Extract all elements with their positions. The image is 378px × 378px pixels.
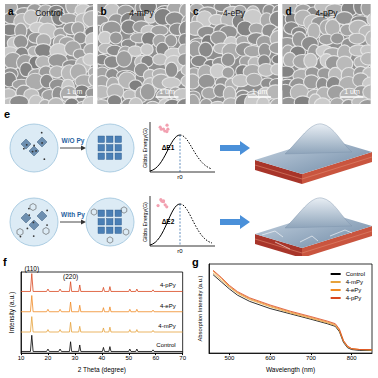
svg-text:(220): (220) bbox=[63, 273, 78, 281]
svg-text:20: 20 bbox=[45, 355, 52, 361]
svg-text:1 um: 1 um bbox=[252, 88, 268, 95]
svg-text:Gibbs Energy(G): Gibbs Energy(G) bbox=[142, 202, 148, 242]
svg-text:a: a bbox=[8, 6, 14, 17]
svg-text:30: 30 bbox=[72, 355, 79, 361]
svg-text:(110): (110) bbox=[24, 265, 39, 273]
svg-text:4-pPy: 4-pPy bbox=[346, 295, 362, 301]
svg-text:b: b bbox=[101, 6, 107, 17]
svg-text:2 Theta (degree): 2 Theta (degree) bbox=[78, 366, 126, 374]
svg-text:Absorption Intensity (a.u.): Absorption Intensity (a.u.) bbox=[197, 275, 203, 341]
svg-text:500: 500 bbox=[224, 355, 235, 361]
svg-text:With Py: With Py bbox=[61, 211, 85, 219]
svg-text:4-ePy: 4-ePy bbox=[346, 287, 362, 293]
svg-text:4-pPy: 4-pPy bbox=[160, 282, 176, 288]
svg-text:Gibbs Energy(G): Gibbs Energy(G) bbox=[142, 128, 148, 168]
svg-text:Intensity (a.u.): Intensity (a.u.) bbox=[8, 292, 16, 333]
svg-text:4-ePy: 4-ePy bbox=[160, 303, 176, 309]
svg-text:4-ePy: 4-ePy bbox=[223, 8, 246, 18]
svg-text:r0: r0 bbox=[177, 248, 183, 254]
svg-text:10: 10 bbox=[18, 355, 25, 361]
svg-text:1 um: 1 um bbox=[159, 88, 175, 95]
svg-text:1 um: 1 um bbox=[344, 88, 360, 95]
svg-text:Wavelength (nm): Wavelength (nm) bbox=[266, 366, 315, 374]
svg-text:70: 70 bbox=[179, 355, 186, 361]
svg-text:600: 600 bbox=[265, 355, 276, 361]
svg-text:ΔE1: ΔE1 bbox=[162, 144, 175, 151]
svg-text:r0: r0 bbox=[177, 174, 183, 180]
html-text:f: f bbox=[3, 256, 7, 268]
svg-text:Control: Control bbox=[346, 271, 365, 277]
svg-text:ΔE2: ΔE2 bbox=[162, 218, 175, 225]
svg-text:e: e bbox=[4, 108, 10, 120]
svg-text:50: 50 bbox=[125, 355, 132, 361]
svg-text:d: d bbox=[286, 6, 292, 17]
svg-text:1 um: 1 um bbox=[67, 88, 83, 95]
svg-text:4-mPy: 4-mPy bbox=[129, 8, 154, 18]
svg-text:60: 60 bbox=[152, 355, 159, 361]
svg-text:Control: Control bbox=[156, 342, 175, 348]
svg-text:W/O Py: W/O Py bbox=[62, 137, 85, 145]
svg-text:4-pPy: 4-pPy bbox=[315, 8, 338, 18]
html-text:g: g bbox=[192, 256, 199, 268]
svg-text:40: 40 bbox=[98, 355, 105, 361]
svg-text:4-mPy: 4-mPy bbox=[346, 279, 363, 285]
svg-text:4-mPy: 4-mPy bbox=[158, 323, 175, 329]
svg-text:c: c bbox=[193, 6, 199, 17]
svg-text:700: 700 bbox=[306, 355, 317, 361]
svg-text:Control: Control bbox=[35, 8, 63, 18]
svg-text:800: 800 bbox=[347, 355, 358, 361]
